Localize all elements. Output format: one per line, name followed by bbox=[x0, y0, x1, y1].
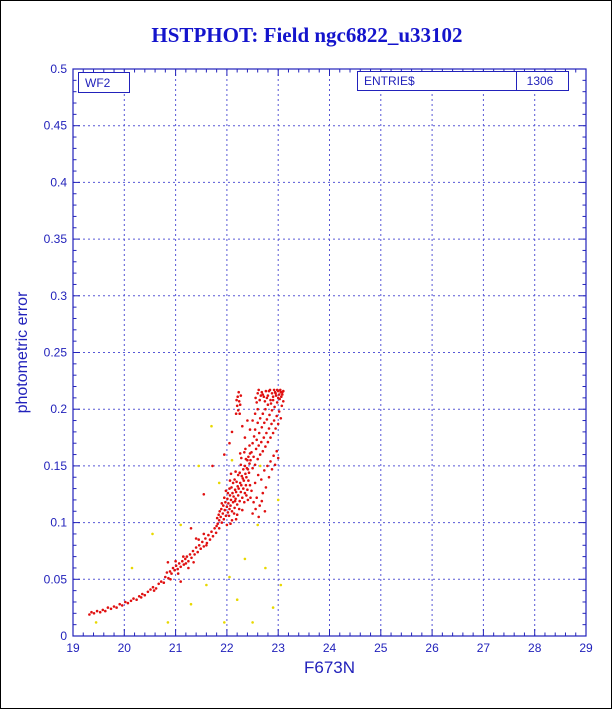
svg-text:23: 23 bbox=[272, 641, 286, 655]
detector-badge: WF2 bbox=[78, 72, 130, 93]
detector-label: WF2 bbox=[85, 75, 111, 90]
svg-text:26: 26 bbox=[425, 641, 439, 655]
svg-text:0.1: 0.1 bbox=[50, 516, 67, 530]
gridlines bbox=[73, 69, 586, 636]
entries-box: ENTRIE$ 1306 bbox=[357, 71, 569, 91]
data-points-flagged-yellow bbox=[94, 424, 283, 624]
svg-text:20: 20 bbox=[118, 641, 132, 655]
svg-text:0.05: 0.05 bbox=[44, 572, 68, 586]
svg-text:22: 22 bbox=[220, 641, 234, 655]
svg-text:0: 0 bbox=[60, 629, 67, 643]
svg-text:27: 27 bbox=[477, 641, 491, 655]
svg-text:0.45: 0.45 bbox=[44, 119, 68, 133]
svg-text:24: 24 bbox=[323, 641, 337, 655]
svg-text:0.3: 0.3 bbox=[50, 289, 67, 303]
y-axis-title: photometric error bbox=[14, 291, 31, 413]
tick-labels: 19 20 21 22 23 24 25 26 27 28 29 0 0.05 0.1 0.15 0.2 0.2… bbox=[44, 62, 593, 655]
data-points-stars-red bbox=[88, 388, 285, 616]
x-axis-title: F673N bbox=[304, 658, 355, 677]
svg-text:21: 21 bbox=[169, 641, 183, 655]
svg-text:29: 29 bbox=[579, 641, 593, 655]
entries-count: 1306 bbox=[516, 72, 563, 90]
svg-text:28: 28 bbox=[528, 641, 542, 655]
svg-text:0.15: 0.15 bbox=[44, 459, 68, 473]
svg-text:0.35: 0.35 bbox=[44, 232, 68, 246]
svg-text:0.5: 0.5 bbox=[50, 62, 67, 76]
page-title: HSTPHOT: Field ngc6822_u33102 bbox=[151, 23, 463, 47]
svg-text:0.25: 0.25 bbox=[44, 346, 68, 360]
svg-text:0.4: 0.4 bbox=[50, 175, 67, 189]
svg-text:0.2: 0.2 bbox=[50, 402, 67, 416]
svg-text:25: 25 bbox=[374, 641, 388, 655]
entries-label: ENTRIE$ bbox=[364, 74, 415, 88]
svg-text:19: 19 bbox=[66, 641, 80, 655]
plot-frame bbox=[72, 68, 587, 637]
